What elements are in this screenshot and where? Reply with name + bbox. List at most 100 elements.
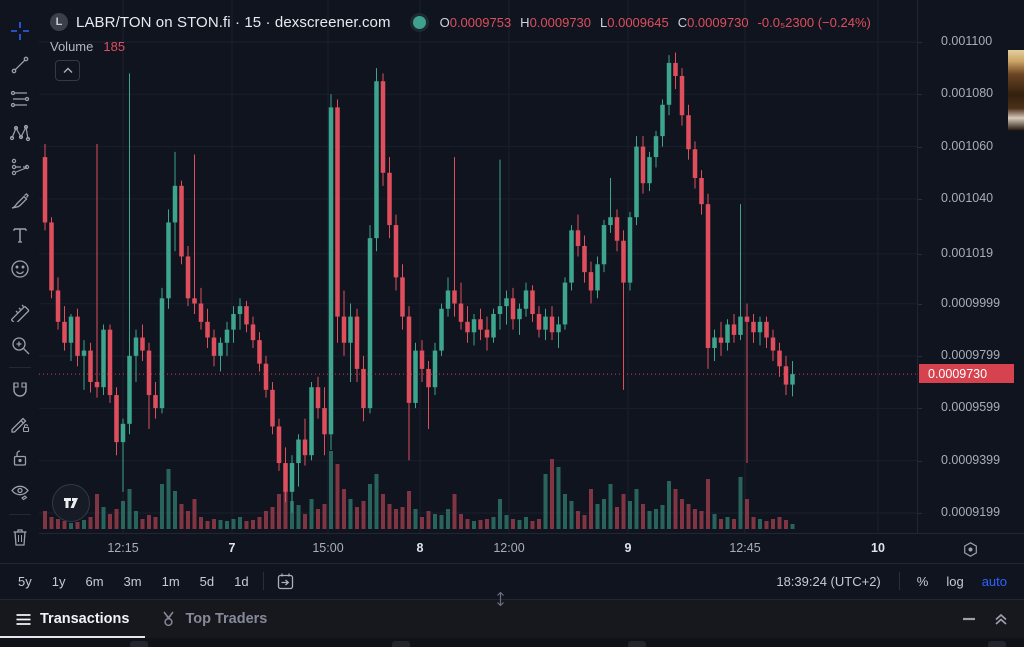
volume-bar [732,519,736,529]
candle-body [374,81,379,239]
collapse-pane-button[interactable] [55,60,80,81]
volume-bar [147,515,151,529]
range-button-5y[interactable]: 5y [18,573,32,589]
candle-body [289,463,295,492]
candle-body [263,363,269,390]
candle-body [120,423,126,443]
brush-icon[interactable] [4,184,36,218]
volume-bar [758,519,762,529]
candle-body [400,277,405,317]
trend-line-icon[interactable] [4,48,36,82]
range-button-1d[interactable]: 1d [234,573,249,589]
volume-bar [725,517,730,529]
candle-body [315,387,321,409]
page-title: LABR/TON on STON.fi · 15 · dexscreener.c… [76,13,391,31]
candle-body [62,321,67,343]
price-tick [918,460,922,462]
candle-body [595,264,600,291]
drawing-mode-lock-icon[interactable] [4,407,36,441]
zoom-in-icon[interactable] [4,328,36,362]
volume-bar [179,504,184,529]
volume-bar [667,481,671,529]
xabcd-pattern-icon[interactable] [4,116,36,150]
axis-settings-icon[interactable] [962,541,979,558]
text-icon[interactable] [4,218,36,252]
range-button-5d[interactable]: 5d [199,573,215,589]
volume-bar [576,511,580,529]
candle-body [588,272,594,291]
volume-bar [530,521,535,529]
current-price-badge: 0.0009730 [919,364,1014,384]
candle-body [270,389,275,427]
price-axis[interactable]: 0.001100 0.001080 0.001060 0.001040 0.001019… [917,0,1024,533]
candle-body [452,290,457,304]
panel-resize-handle[interactable] [489,591,511,607]
crosshair-icon[interactable] [4,14,36,48]
candle-body [705,204,711,348]
range-button-1m[interactable]: 1m [161,573,180,589]
price-tick [918,303,922,305]
range-button-6m[interactable]: 6m [85,573,104,589]
volume-bar [706,479,710,529]
fib-retracement-icon[interactable] [4,82,36,116]
tab-transactions[interactable]: Transactions [0,600,146,638]
volume-bar [465,519,470,529]
volume-bar [504,515,509,529]
candle-body [478,319,483,330]
percent-scale-button[interactable]: % [916,573,929,589]
lock-icon[interactable] [4,441,36,475]
volume-bar [407,491,411,529]
auto-scale-button[interactable]: auto [981,573,1007,589]
time-tick-label: 15:00 [312,541,344,555]
volume-bar [569,501,574,529]
candlestick-chart[interactable] [39,0,917,533]
volume-bar [342,489,346,529]
time-axis[interactable]: 12:15 7 15:00 8 12:00 9 12:45 10 [39,533,917,564]
tab-top-traders[interactable]: Top Traders [145,600,283,638]
candle-body [465,321,470,333]
remove-drawings-icon[interactable] [4,520,36,554]
bottom-panel: Transactions Top Traders [0,599,1024,638]
candle-body [257,340,262,364]
volume-bar [218,520,223,529]
candle-body [192,298,197,304]
candle-body [348,316,353,343]
volume-bar [615,507,619,529]
volume-bar [127,489,132,529]
volume-bar [608,484,613,529]
volume-bar [511,519,515,529]
candle-body [530,290,535,314]
range-button-3m[interactable]: 3m [123,573,142,589]
forecast-icon[interactable] [4,150,36,184]
volume-bar [452,494,457,529]
volume-bar [790,524,795,529]
candle-body [426,368,431,388]
token-logo: L [50,13,68,31]
ohlc-readout: O0.0009753 H0.0009730 L0.0009645 C0.0009… [439,14,871,30]
candle-body [94,381,100,388]
volume-bar [186,511,190,529]
time-tick-label: 10 [871,541,885,555]
candle-body [302,439,308,456]
timezone-clock[interactable]: 18:39:24 (UTC+2) [776,573,881,589]
candle-body [341,316,347,343]
volume-bar [771,519,775,529]
candle-body [296,439,301,464]
volume-bar [56,519,60,529]
price-tick-label: 0.001100 [941,34,993,48]
emoji-icon[interactable] [4,252,36,286]
hide-drawings-icon[interactable] [4,475,36,509]
candle-body [640,146,646,184]
minimize-panel-icon[interactable] [962,617,976,621]
magnet-icon[interactable] [4,373,36,407]
candle-body [133,337,139,356]
status-dot-icon [412,15,426,29]
candle-body [608,217,613,226]
ruler-icon[interactable] [4,294,36,328]
tradingview-logo[interactable] [52,484,90,522]
go-to-date-icon[interactable] [270,570,301,593]
volume-bar [543,474,548,529]
range-button-1y[interactable]: 1y [51,573,66,589]
log-scale-button[interactable]: log [946,573,964,589]
expand-panel-icon[interactable] [994,612,1008,626]
